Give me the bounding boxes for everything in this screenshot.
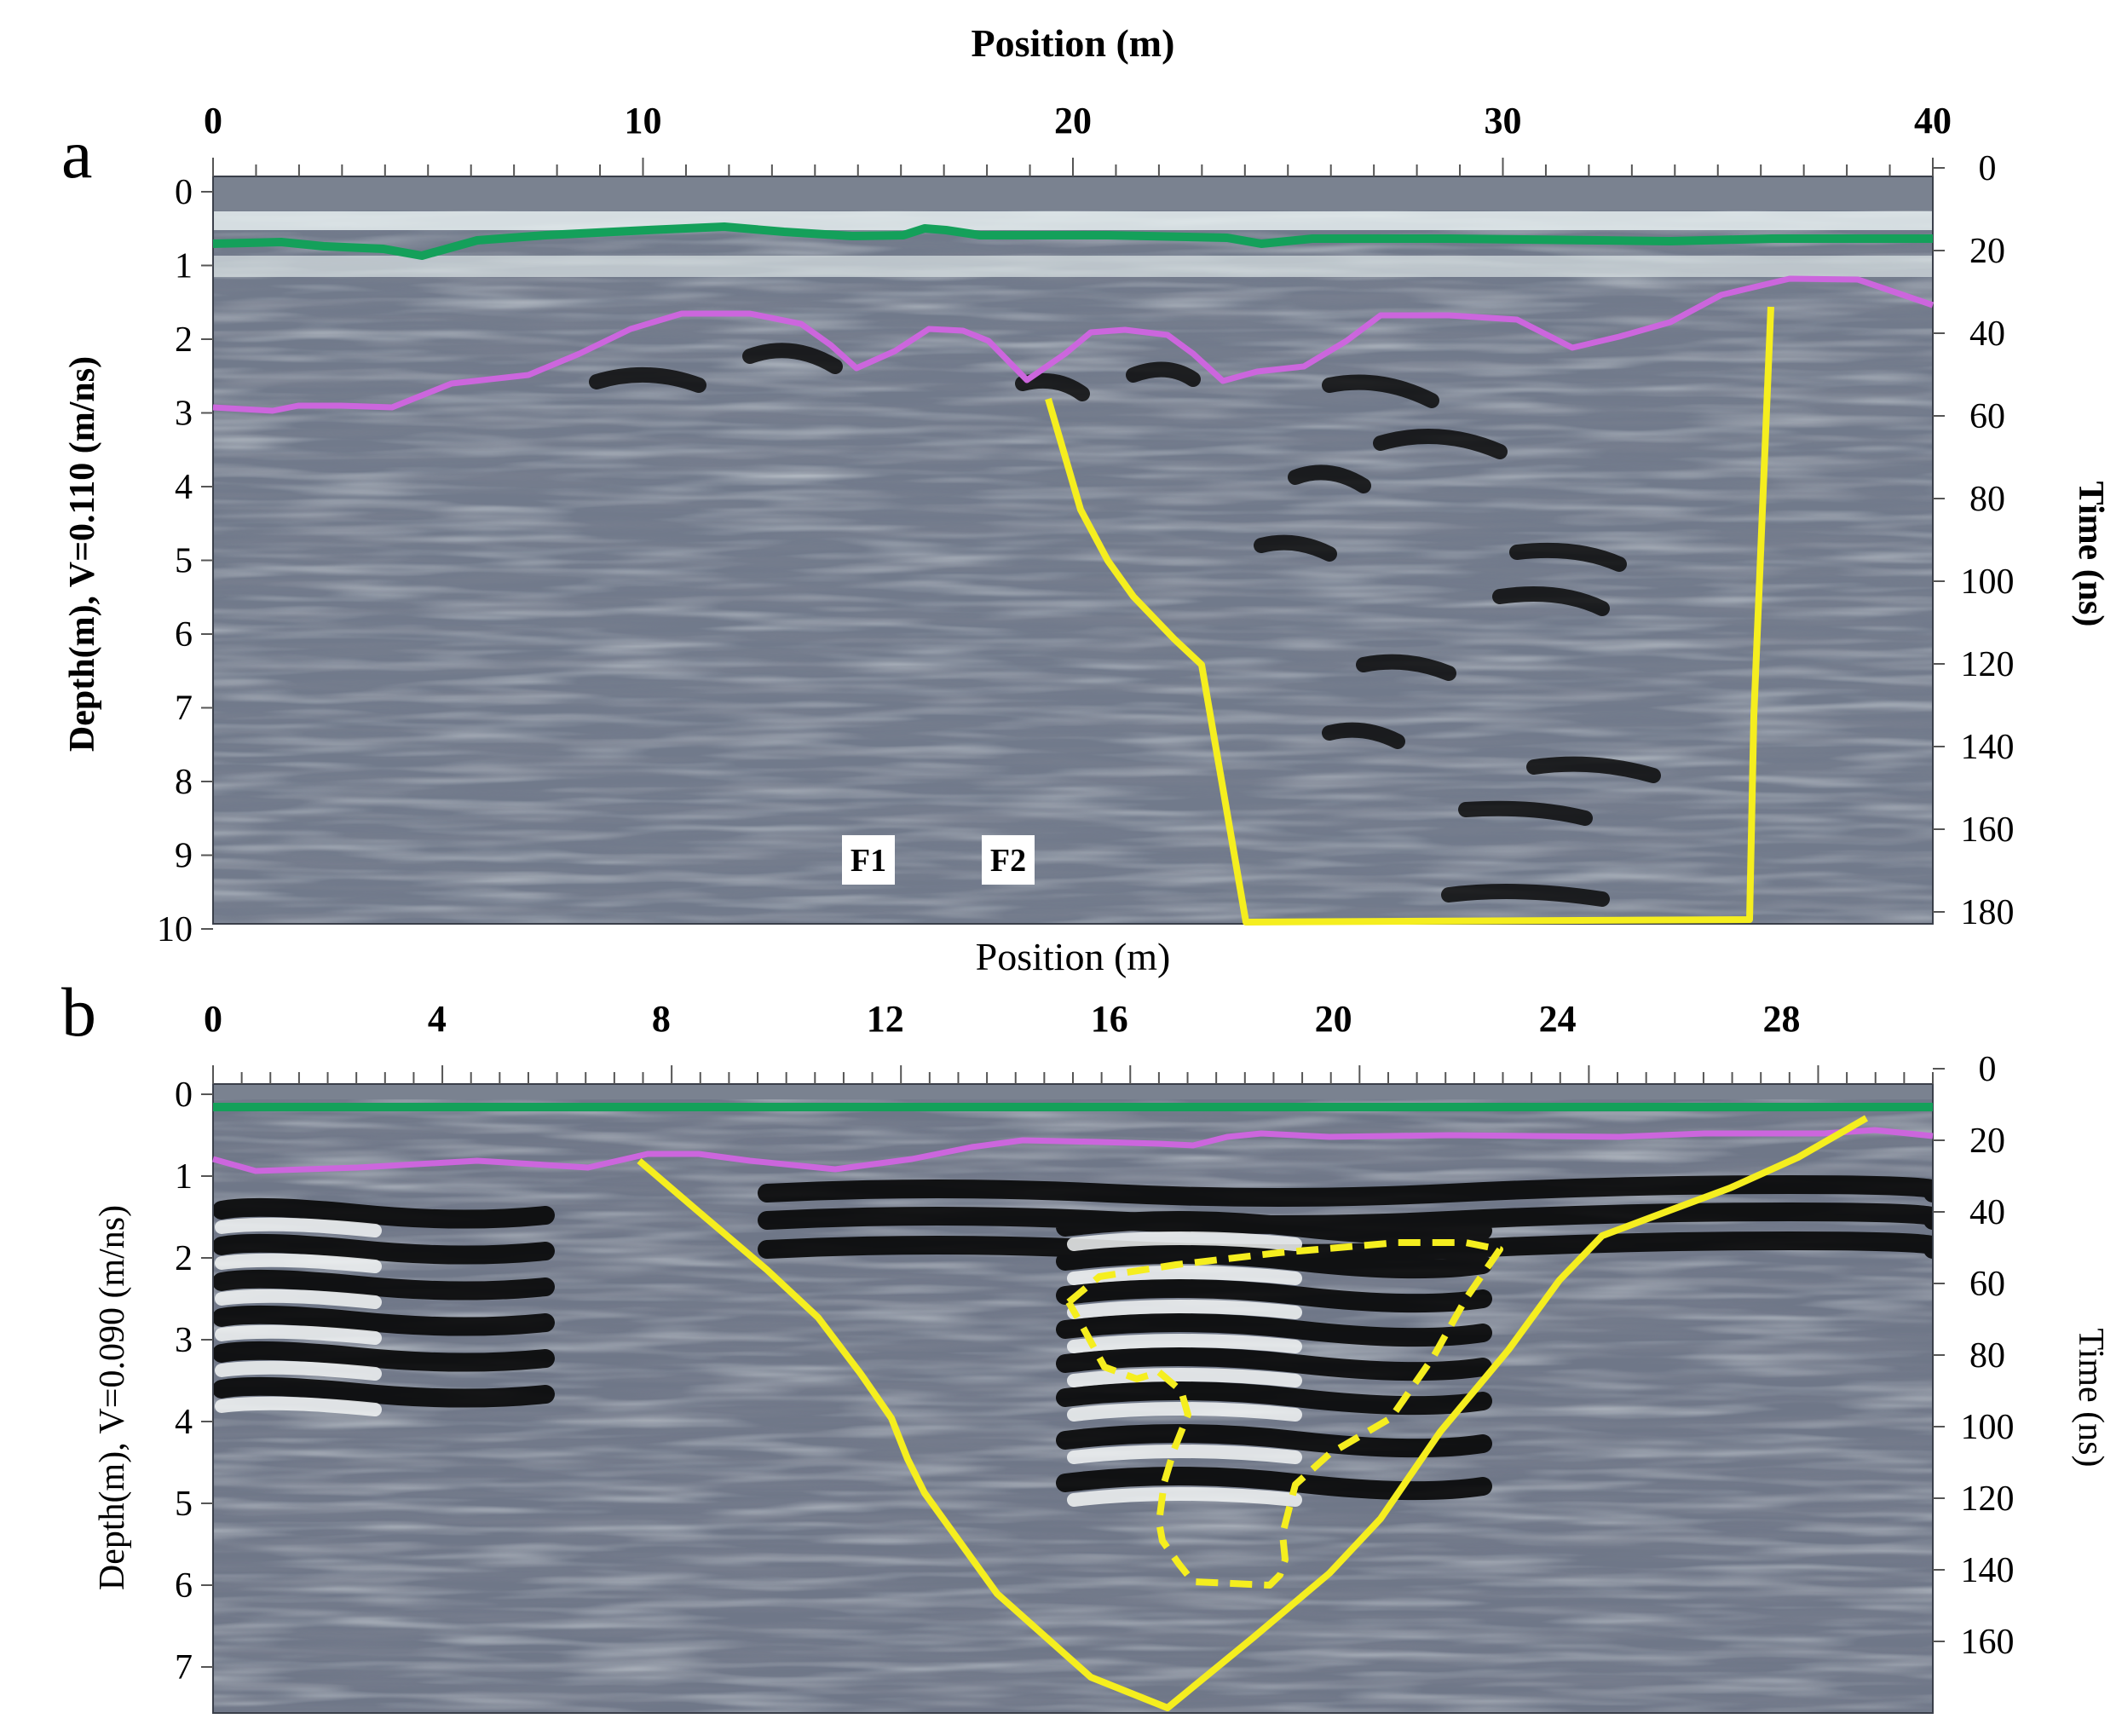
x-tick-label: 8 (652, 998, 671, 1040)
depth-tick-label: 2 (175, 1239, 193, 1278)
radargram-b (213, 1084, 1933, 1713)
time-tick-label: 100 (1961, 562, 2015, 602)
x-tick-label: 0 (204, 100, 222, 141)
x-tick-label: 30 (1485, 100, 1522, 141)
x-tick-label: 12 (867, 998, 904, 1040)
time-tick-label: 120 (1961, 645, 2015, 684)
depth-tick-label: 10 (157, 910, 193, 949)
strong-reflections-a (589, 343, 1661, 907)
panel-b-letter: b (61, 973, 96, 1051)
anomaly-outline-a (1045, 306, 1774, 926)
time-tick-label: 160 (1961, 810, 2015, 850)
radargram-a (213, 176, 1933, 924)
time-axis-b: 0 20 40 60 80 100 120 140 160 (1933, 1050, 2015, 1662)
depth-tick-label: 0 (175, 1076, 193, 1115)
time-axis-a: 0 20 40 60 80 100 120 140 160 180 (1933, 149, 2015, 932)
x-tick-label: 28 (1763, 998, 1801, 1040)
depth-tick-label: 1 (175, 247, 193, 286)
time-tick-label: 80 (1969, 1336, 2005, 1376)
depth-tick-label: 1 (175, 1157, 193, 1197)
interface-line-a (212, 275, 1935, 414)
depth-tick-label: 6 (175, 1566, 193, 1606)
depth-tick-label: 5 (175, 1485, 193, 1524)
ground-surface-line-a (212, 222, 1933, 260)
depth-tick-label: 3 (175, 395, 193, 434)
svg-text:F2: F2 (990, 843, 1026, 879)
depth-tick-label: 7 (175, 689, 193, 729)
anomaly-outline-b (637, 1115, 1868, 1711)
time-tick-label: 40 (1969, 1193, 2005, 1232)
panel-a-right-axis-title: Time (ns) (2071, 482, 2110, 627)
time-tick-label: 60 (1969, 1265, 2005, 1304)
x-axis-a: 0 10 20 30 40 (204, 100, 1952, 176)
time-tick-label: 140 (1961, 1551, 2015, 1590)
depth-tick-label: 6 (175, 615, 193, 655)
time-tick-label: 140 (1961, 728, 2015, 767)
interface-line-b (212, 1127, 1934, 1174)
panel-b-right-axis-title: Time (ns) (2071, 1329, 2110, 1468)
panel-b-left-axis-title: Depth(m), V=0.090 (m/ns) (93, 1205, 132, 1590)
x-tick-label: 10 (625, 100, 662, 141)
x-tick-label: 40 (1914, 100, 1952, 141)
time-tick-label: 40 (1969, 314, 2005, 354)
time-tick-label: 120 (1961, 1479, 2015, 1519)
depth-tick-label: 2 (175, 320, 193, 360)
depth-tick-label: 7 (175, 1648, 193, 1687)
marker-f2: F2 (982, 835, 1035, 885)
depth-tick-label: 0 (175, 173, 193, 212)
panel-a: a Position (m) 0 10 20 30 40 0 1 2 3 4 5 6 7 8 9 10 0 2… (61, 21, 2110, 949)
panel-a-top-axis-title: Position (m) (972, 21, 1175, 65)
bright-reflections-b (215, 1217, 1302, 1507)
depth-tick-label: 5 (175, 542, 193, 581)
x-tick-label: 20 (1315, 998, 1352, 1040)
depth-axis-b: 0 1 2 3 4 5 6 7 8 (175, 1076, 213, 1736)
time-tick-label: 160 (1961, 1623, 2015, 1662)
time-tick-label: 100 (1961, 1408, 2015, 1447)
time-tick-label: 20 (1969, 232, 2005, 271)
x-tick-label: 24 (1539, 998, 1577, 1040)
depth-tick-label: 4 (175, 1403, 193, 1442)
panel-a-letter: a (61, 115, 92, 193)
time-tick-label: 20 (1969, 1122, 2005, 1161)
panel-a-left-axis-title: Depth(m), V=0.110 (m/ns) (63, 356, 102, 752)
depth-tick-label: 8 (175, 763, 193, 802)
time-tick-label: 60 (1969, 397, 2005, 436)
x-tick-label: 4 (428, 998, 447, 1040)
time-tick-label: 180 (1961, 893, 2015, 932)
time-tick-label: 0 (1979, 149, 1997, 188)
time-tick-label: 0 (1979, 1050, 1997, 1089)
panel-b-top-axis-title: Position (m) (976, 935, 1171, 978)
depth-tick-label: 3 (175, 1321, 193, 1360)
time-tick-label: 80 (1969, 480, 2005, 519)
x-tick-label: 20 (1054, 100, 1092, 141)
depth-tick-label: 9 (175, 837, 193, 876)
svg-text:F1: F1 (851, 843, 886, 879)
marker-f1: F1 (842, 835, 895, 885)
depth-tick-label: 4 (175, 468, 193, 507)
depth-tick-label: 8 (175, 1730, 193, 1736)
x-axis-b: 0 4 8 12 16 20 24 28 (204, 998, 1934, 1084)
x-tick-label: 16 (1091, 998, 1128, 1040)
inner-anomaly-dashed-b (1065, 1239, 1503, 1589)
x-tick-label: 0 (204, 998, 222, 1040)
depth-axis-a: 0 1 2 3 4 5 6 7 8 9 10 (157, 173, 213, 949)
